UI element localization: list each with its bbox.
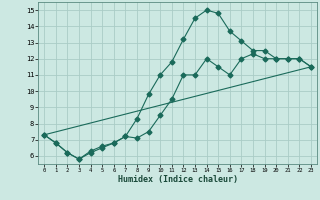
X-axis label: Humidex (Indice chaleur): Humidex (Indice chaleur) — [118, 175, 238, 184]
